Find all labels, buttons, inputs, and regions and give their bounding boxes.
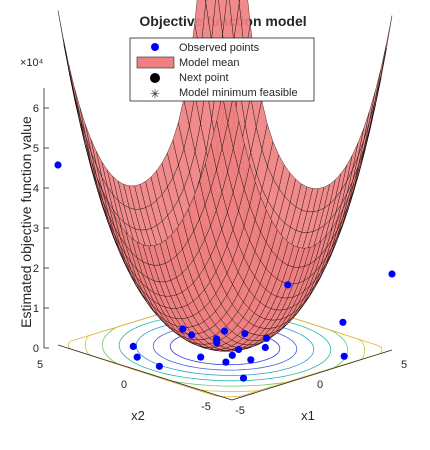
observed-point bbox=[241, 330, 249, 338]
x1-tick-label: 5 bbox=[401, 359, 407, 371]
z-tick-label: 4 bbox=[33, 183, 39, 195]
observed-point bbox=[133, 353, 141, 361]
observed-point bbox=[155, 362, 163, 370]
z-tick-label: 5 bbox=[33, 143, 39, 155]
z-axis-label: Estimated objective function value bbox=[18, 116, 34, 328]
x2-tick-label: 5 bbox=[37, 359, 43, 371]
observed-point bbox=[129, 342, 137, 350]
contour-line bbox=[67, 297, 383, 398]
z-tick-label: 3 bbox=[33, 223, 39, 235]
axes: 0 1 2 3 4 5 6 5 0 -5 -5 0 5 bbox=[33, 88, 407, 417]
x2-tick-label: -5 bbox=[201, 401, 211, 413]
z-multiplier: ×10⁴ bbox=[20, 57, 44, 69]
legend: Observed points Model mean Next point ✳ … bbox=[129, 37, 315, 102]
legend-marker-mean bbox=[136, 56, 175, 69]
observed-point bbox=[179, 325, 187, 333]
observed-point bbox=[284, 281, 292, 289]
legend-label-next: Next point bbox=[179, 72, 229, 84]
x1-axis-line bbox=[231, 349, 393, 401]
legend-marker-next bbox=[150, 73, 160, 83]
observed-point bbox=[247, 356, 255, 364]
surface-patch bbox=[375, 44, 387, 101]
observed-point bbox=[222, 358, 230, 366]
x1-axis-label: x1 bbox=[301, 408, 315, 423]
legend-label-minimum: Model minimum feasible bbox=[179, 87, 298, 99]
observed-point bbox=[239, 374, 248, 382]
observed-point bbox=[197, 353, 205, 361]
observed-points bbox=[54, 83, 396, 382]
z-tick-label: 0 bbox=[33, 343, 39, 355]
surface bbox=[57, 0, 393, 352]
observed-point bbox=[220, 327, 229, 335]
surface-patch bbox=[63, 39, 75, 97]
observed-point bbox=[188, 331, 196, 339]
legend-marker-observed bbox=[151, 43, 159, 51]
legend-box bbox=[129, 37, 315, 102]
observed-point bbox=[54, 161, 62, 169]
observed-point bbox=[388, 270, 396, 278]
x1-tick-label: -5 bbox=[235, 405, 245, 417]
surface-patch bbox=[363, 92, 376, 141]
legend-label-mean: Model mean bbox=[179, 57, 240, 69]
contour-line bbox=[135, 319, 315, 376]
contour-line bbox=[118, 313, 332, 382]
surface-patch bbox=[369, 69, 381, 122]
z-tick-label: 6 bbox=[33, 103, 39, 115]
x2-axis-label: x2 bbox=[131, 408, 145, 423]
observed-point bbox=[339, 318, 347, 326]
observed-point bbox=[263, 334, 271, 342]
z-tick-label: 2 bbox=[33, 263, 39, 275]
x1-tick-label: 0 bbox=[317, 379, 323, 391]
observed-point bbox=[213, 339, 221, 347]
observed-point bbox=[228, 351, 236, 359]
z-tick-label: 1 bbox=[33, 303, 39, 315]
x2-axis-line bbox=[57, 344, 233, 401]
legend-marker-minimum: ✳ bbox=[150, 87, 160, 101]
surface-patch bbox=[74, 87, 86, 137]
observed-point bbox=[340, 352, 348, 360]
surface-patch bbox=[68, 65, 81, 118]
observed-point bbox=[235, 345, 243, 354]
observed-point bbox=[261, 343, 269, 352]
x2-tick-label: 0 bbox=[121, 379, 127, 391]
legend-label-observed: Observed points bbox=[179, 42, 260, 54]
